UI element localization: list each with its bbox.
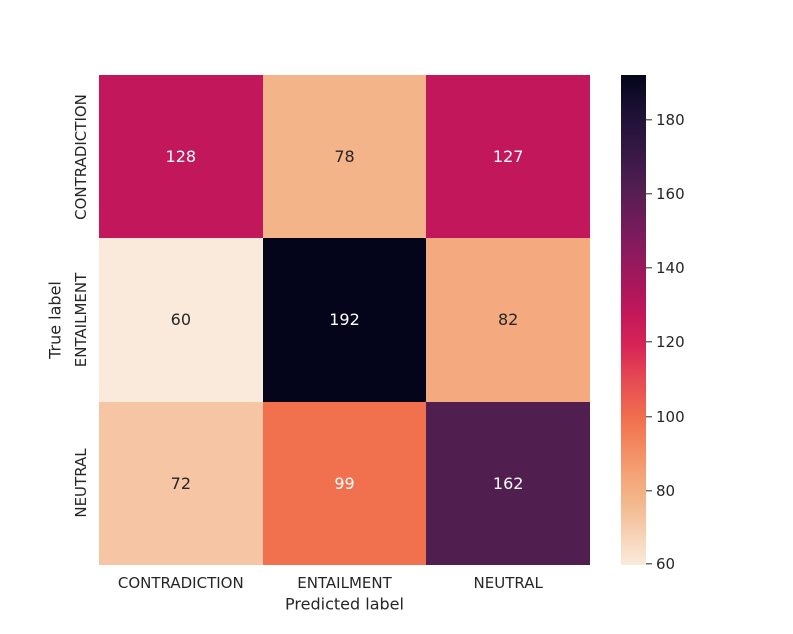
colorbar-tick-100: 100: [656, 408, 685, 426]
cell-r0c2: 127: [426, 75, 590, 239]
colorbar-tick-mark: [646, 341, 652, 343]
cell-r0c0: 128: [99, 75, 263, 239]
y-tick-contradiction: CONTRADICTION: [72, 93, 90, 220]
colorbar-tick-mark: [646, 119, 652, 121]
colorbar-tick-mark: [646, 416, 652, 418]
colorbar-tick-160: 160: [656, 185, 685, 203]
x-axis-label: Predicted label: [285, 594, 404, 614]
colorbar-tick-mark: [646, 490, 652, 492]
cell-r1c1: 192: [262, 238, 427, 402]
cell-r2c2: 162: [426, 401, 590, 565]
cell-r1c0: 60: [99, 238, 263, 402]
colorbar-tick-mark: [646, 267, 652, 269]
x-tick-neutral: NEUTRAL: [473, 574, 543, 592]
y-tick-neutral: NEUTRAL: [72, 448, 90, 518]
cell-r2c0: 72: [99, 401, 263, 565]
colorbar-tick-80: 80: [656, 482, 676, 500]
colorbar: [621, 75, 646, 565]
colorbar-tick-60: 60: [656, 555, 676, 573]
colorbar-tick-140: 140: [656, 259, 685, 277]
x-tick-entailment: ENTAILMENT: [297, 574, 392, 592]
heatmap-grid: 128 78 127 60 192 82 72 99 162: [99, 75, 590, 565]
y-axis-label: True label: [45, 281, 65, 359]
cell-r1c2: 82: [426, 238, 590, 402]
cell-r2c1: 99: [262, 401, 427, 565]
colorbar-tick-mark: [646, 563, 652, 565]
cell-r0c1: 78: [262, 75, 427, 239]
colorbar-tick-120: 120: [656, 333, 685, 351]
colorbar-tick-180: 180: [656, 111, 685, 129]
x-tick-contradiction: CONTRADICTION: [117, 574, 244, 592]
y-tick-entailment: ENTAILMENT: [72, 272, 90, 368]
colorbar-tick-mark: [646, 193, 652, 195]
